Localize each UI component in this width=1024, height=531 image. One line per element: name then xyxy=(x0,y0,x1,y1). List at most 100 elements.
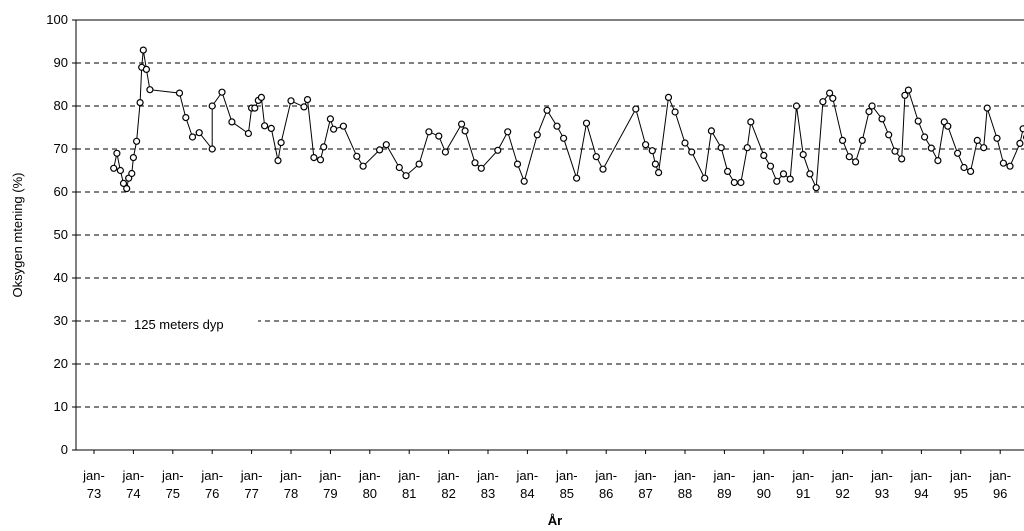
y-axis-ticks: 0 10 20 30 40 50 60 70 80 90 100 xyxy=(46,12,76,457)
data-point xyxy=(799,151,807,159)
data-point xyxy=(435,132,443,140)
x-tick-label: jan- xyxy=(949,468,972,483)
data-point xyxy=(885,131,893,139)
data-point xyxy=(146,86,154,94)
data-point xyxy=(904,86,913,94)
data-point xyxy=(717,144,725,152)
data-point xyxy=(458,120,466,128)
data-point xyxy=(648,147,656,155)
data-point xyxy=(359,162,367,170)
data-point xyxy=(300,103,308,111)
x-tick-label: jan- xyxy=(752,468,775,483)
x-tick-label: jan- xyxy=(476,468,499,483)
data-point xyxy=(901,91,909,99)
data-point xyxy=(572,174,581,182)
y-tick-label: 80 xyxy=(54,98,68,113)
data-point xyxy=(402,172,410,180)
data-point xyxy=(320,143,328,151)
x-tick-label: jan- xyxy=(279,468,302,483)
data-point xyxy=(641,141,650,149)
data-point xyxy=(326,115,334,123)
data-point xyxy=(228,118,236,126)
data-point xyxy=(582,119,591,127)
data-point xyxy=(760,151,768,159)
y-tick-label: 90 xyxy=(54,55,68,70)
data-point xyxy=(999,159,1008,167)
data-point xyxy=(747,118,755,126)
data-point xyxy=(1016,139,1024,147)
series-points xyxy=(110,46,1024,193)
data-point xyxy=(878,115,886,123)
data-point xyxy=(395,163,403,172)
data-point xyxy=(136,98,144,107)
data-point xyxy=(257,93,265,102)
data-point xyxy=(376,146,384,154)
x-tick-label: 90 xyxy=(757,486,771,501)
data-point xyxy=(277,139,285,147)
data-point xyxy=(116,166,125,175)
data-point xyxy=(188,133,197,141)
x-tick-label: jan- xyxy=(791,468,814,483)
data-point xyxy=(825,89,834,97)
x-tick-label: 84 xyxy=(520,486,534,501)
data-point xyxy=(123,185,131,193)
data-point xyxy=(973,136,981,144)
data-point xyxy=(960,163,968,172)
data-point xyxy=(898,155,906,163)
annotation-label: 125 meters dyp xyxy=(134,317,224,332)
x-tick-label: jan- xyxy=(319,468,342,483)
data-point xyxy=(654,169,663,177)
x-tick-label: 74 xyxy=(126,486,140,501)
data-point xyxy=(471,159,479,167)
data-point xyxy=(533,131,541,139)
x-tick-label: 78 xyxy=(284,486,298,501)
annotation-group: 125 meters dyp xyxy=(128,316,258,332)
data-point xyxy=(838,136,847,144)
data-point xyxy=(382,141,390,149)
grid-lines xyxy=(76,19,1024,408)
y-tick-label: 50 xyxy=(54,227,68,242)
data-point xyxy=(208,145,216,153)
data-point xyxy=(461,127,469,135)
data-point xyxy=(520,177,528,185)
data-point xyxy=(175,89,184,97)
x-tick-label: jan- xyxy=(870,468,893,483)
x-tick-label: jan- xyxy=(397,468,420,483)
data-point xyxy=(110,164,118,172)
x-tick-label: jan- xyxy=(910,468,933,483)
x-tick-label: 96 xyxy=(993,486,1007,501)
x-tick-label: 87 xyxy=(638,486,652,501)
data-point xyxy=(914,117,922,125)
x-tick-label: 95 xyxy=(954,486,968,501)
data-point xyxy=(182,113,190,122)
data-point xyxy=(688,148,696,156)
x-tick-label: 91 xyxy=(796,486,810,501)
data-point xyxy=(819,98,827,106)
x-tick-label: jan- xyxy=(713,468,736,483)
data-point xyxy=(792,102,801,110)
data-point xyxy=(927,144,935,152)
x-tick-label: 79 xyxy=(323,486,337,501)
data-point xyxy=(671,108,679,116)
y-tick-label: 100 xyxy=(46,12,68,27)
data-point xyxy=(274,157,282,165)
data-point xyxy=(195,129,203,137)
x-tick-label: 88 xyxy=(678,486,692,501)
x-tick-label: jan- xyxy=(358,468,381,483)
x-tick-label: jan- xyxy=(200,468,223,483)
data-point xyxy=(128,169,136,178)
data-point xyxy=(267,124,275,132)
data-point xyxy=(310,154,318,162)
data-point xyxy=(993,134,1001,142)
data-point xyxy=(129,154,137,162)
data-point xyxy=(303,95,312,104)
y-tick-label: 0 xyxy=(61,442,68,457)
data-point xyxy=(983,104,991,112)
x-tick-label: 76 xyxy=(205,486,219,501)
x-tick-label: jan- xyxy=(831,468,854,483)
y-tick-label: 10 xyxy=(54,399,68,414)
x-tick-label: 83 xyxy=(481,486,495,501)
data-point xyxy=(543,106,551,114)
